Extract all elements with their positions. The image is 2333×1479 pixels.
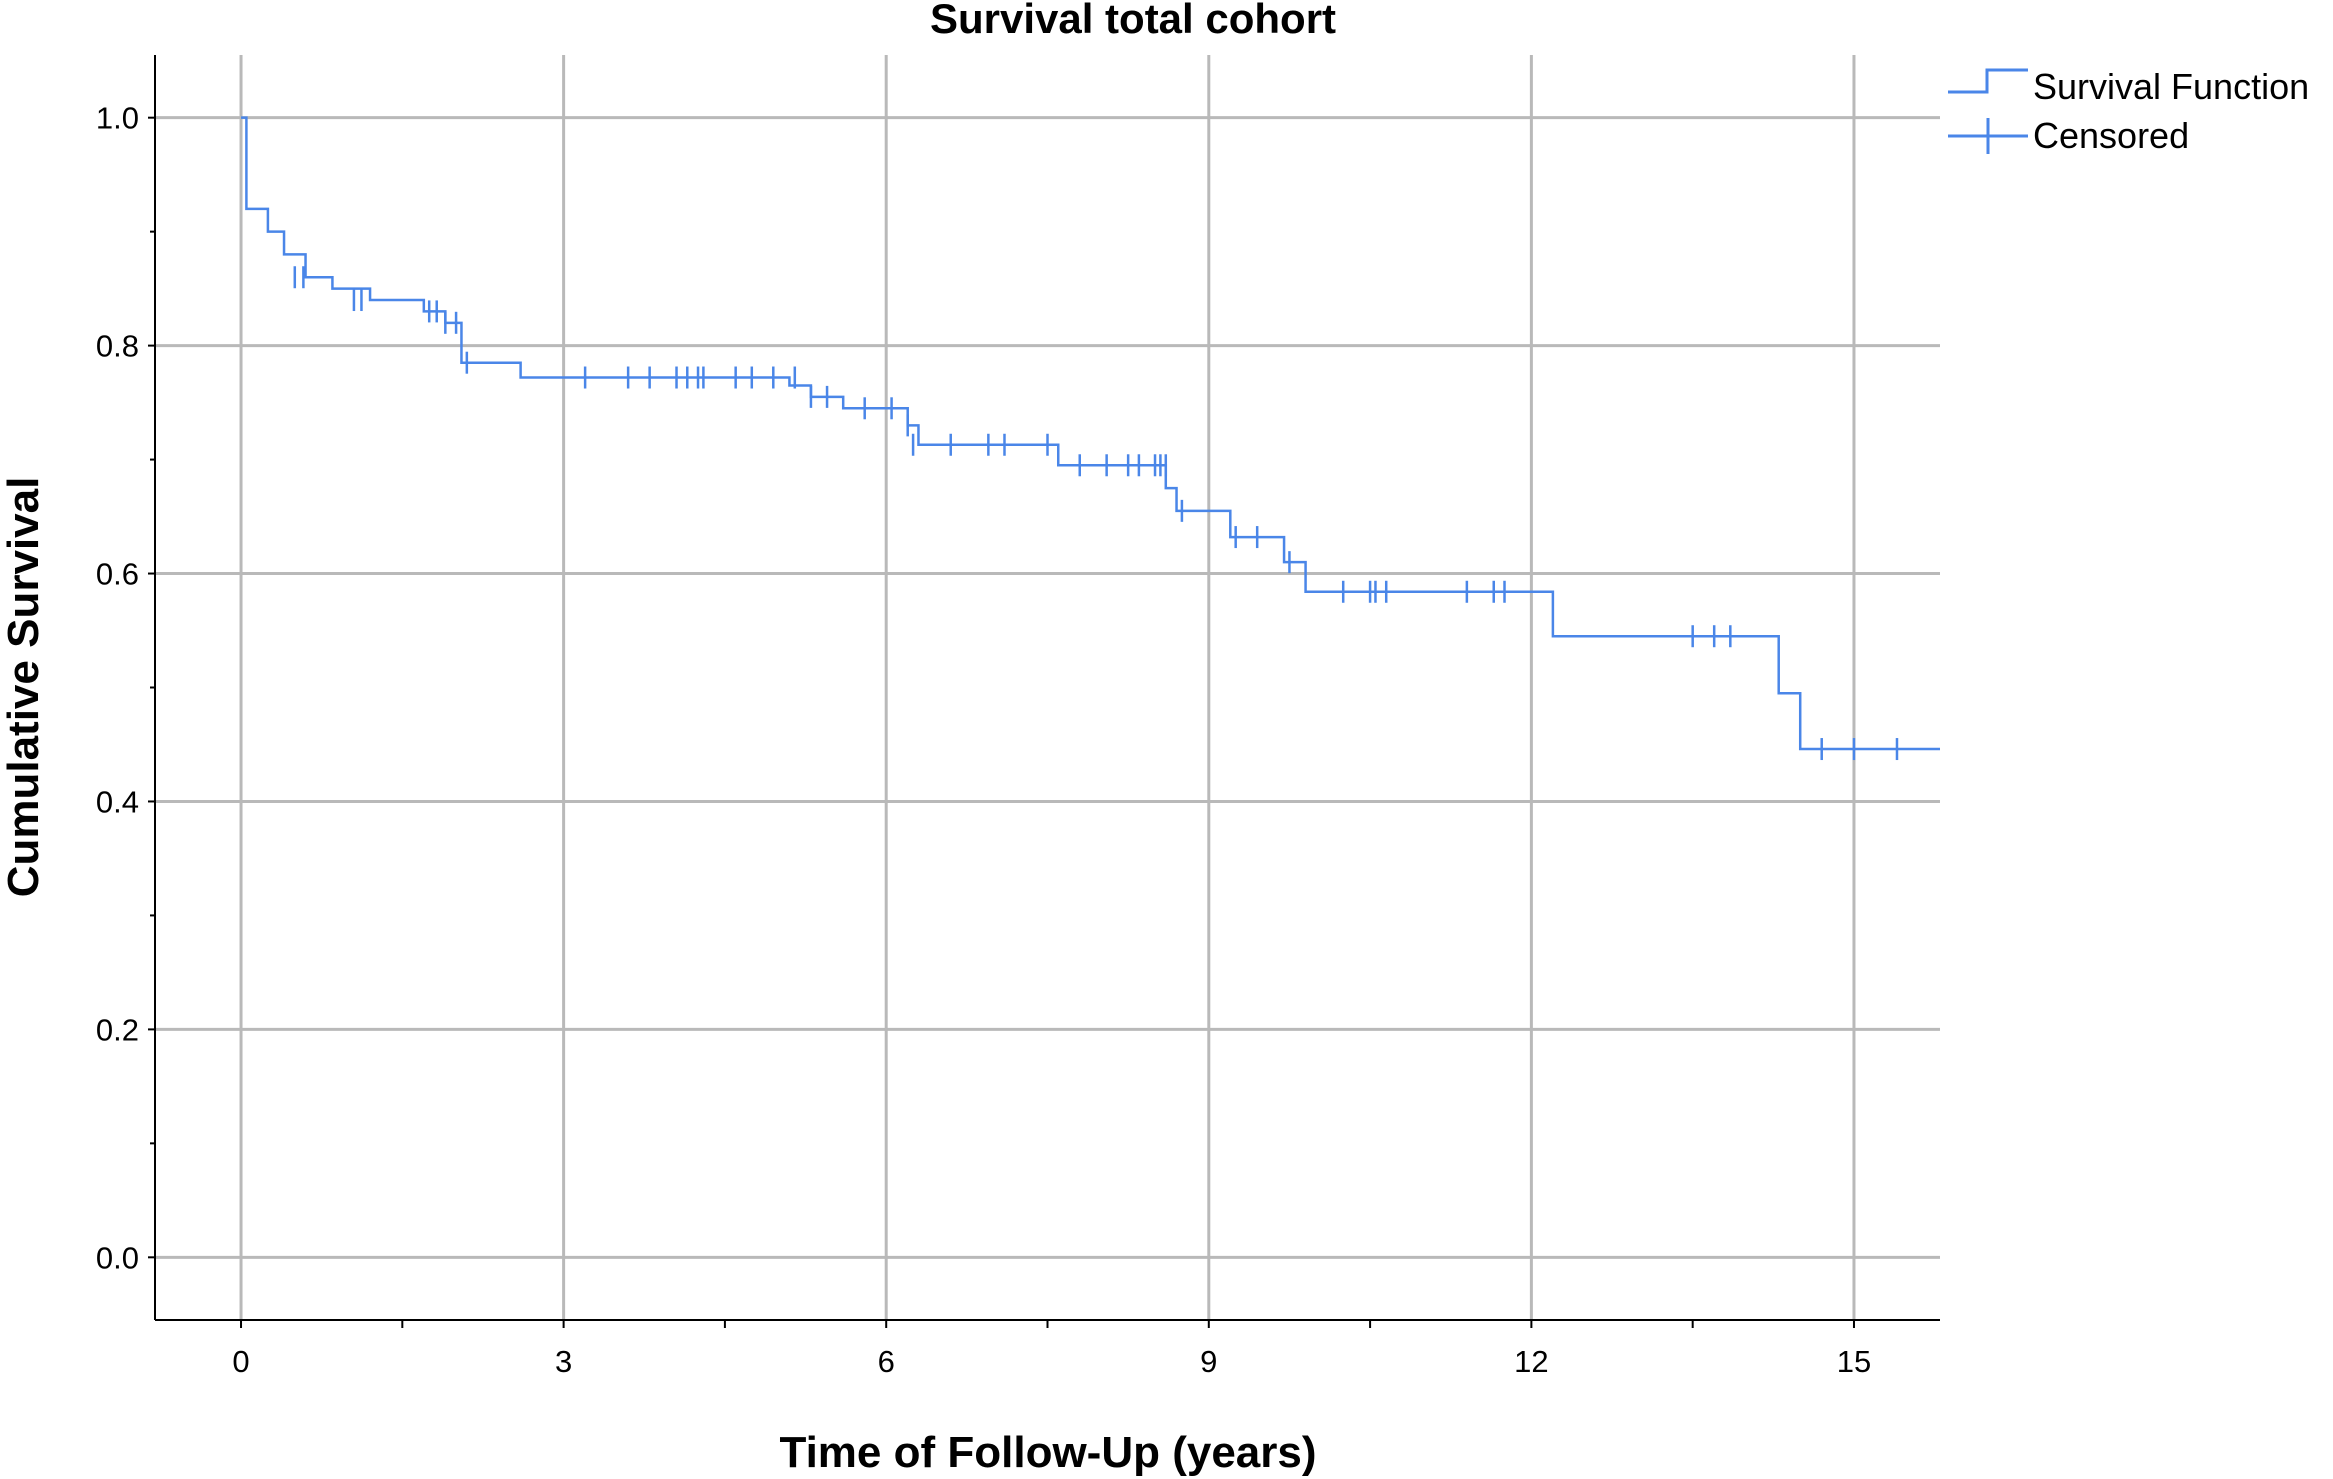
- grid-lines: [155, 55, 1940, 1320]
- y-tick-label: 0.6: [96, 557, 139, 592]
- x-tick-label: 9: [1200, 1344, 1217, 1379]
- legend-label-censored: Censored: [2033, 115, 2189, 156]
- legend-survival-swatch: [1948, 68, 2028, 94]
- plot-frame: [155, 55, 1937, 1317]
- y-tick-label: 0.0: [96, 1240, 139, 1275]
- x-tick-label: 12: [1514, 1344, 1548, 1379]
- legend-label-survival: Survival Function: [2033, 66, 2309, 107]
- x-axis-label: Time of Follow-Up (years): [779, 1428, 1316, 1477]
- legend: Survival Function Censored: [1948, 66, 2309, 156]
- x-tick-label: 3: [555, 1344, 572, 1379]
- axis-ticks: 0.0 0.2 0.4 0.6 0.8 1.0 0 3 6 9 12 15: [96, 101, 1871, 1379]
- series-layer: [241, 116, 1940, 761]
- x-tick-label: 6: [878, 1344, 895, 1379]
- chart-title: Survival total cohort: [930, 0, 1336, 42]
- y-tick-label: 1.0: [96, 101, 139, 136]
- y-tick-label: 0.4: [96, 784, 139, 819]
- survival-function-line: [241, 116, 1940, 751]
- x-tick-label: 15: [1837, 1344, 1871, 1379]
- x-tick-label: 0: [232, 1344, 249, 1379]
- y-tick-label: 0.8: [96, 329, 139, 364]
- y-axis-label: Cumulative Survival: [0, 477, 48, 898]
- y-tick-label: 0.2: [96, 1012, 139, 1047]
